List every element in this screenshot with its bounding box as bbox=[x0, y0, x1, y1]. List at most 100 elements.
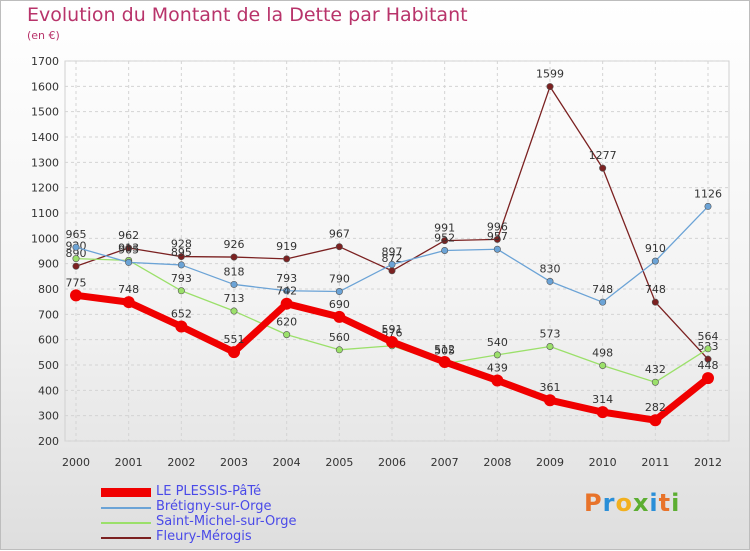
data-point bbox=[175, 320, 188, 333]
data-point bbox=[599, 164, 607, 172]
data-label: 793 bbox=[171, 272, 192, 285]
data-point bbox=[283, 255, 291, 263]
data-point bbox=[70, 289, 82, 302]
y-tick-label: 1500 bbox=[31, 106, 59, 119]
data-label: 748 bbox=[118, 283, 139, 296]
data-label: 991 bbox=[434, 222, 455, 235]
x-tick-label: 2000 bbox=[62, 456, 90, 469]
data-label: 962 bbox=[118, 229, 139, 242]
y-tick-label: 1400 bbox=[31, 131, 59, 144]
data-label: 952 bbox=[434, 231, 455, 244]
data-point bbox=[491, 374, 504, 387]
data-point bbox=[72, 255, 80, 263]
legend-label: Saint-Michel-sur-Orge bbox=[156, 514, 297, 529]
x-tick-label: 2001 bbox=[115, 456, 143, 469]
data-label: 498 bbox=[592, 347, 613, 360]
data-label: 957 bbox=[487, 230, 508, 243]
y-tick-label: 600 bbox=[38, 334, 59, 347]
data-point bbox=[122, 296, 135, 309]
data-point bbox=[386, 335, 398, 348]
data-label: 775 bbox=[66, 276, 87, 289]
data-label: 713 bbox=[224, 292, 245, 305]
data-label: 439 bbox=[487, 361, 508, 374]
x-tick-label: 2012 bbox=[694, 456, 722, 469]
data-point bbox=[596, 406, 609, 419]
logo-letter: i bbox=[649, 489, 659, 517]
data-point bbox=[72, 262, 80, 270]
data-label: 926 bbox=[224, 238, 245, 251]
legend-swatch bbox=[101, 488, 151, 497]
data-point bbox=[228, 346, 240, 359]
data-label: 652 bbox=[171, 307, 192, 320]
data-label: 591 bbox=[382, 323, 403, 336]
data-label: 928 bbox=[171, 238, 192, 251]
chart-unit-label: (en €) bbox=[27, 29, 60, 42]
data-point bbox=[649, 414, 662, 427]
data-point bbox=[438, 355, 451, 368]
logo-letter: P bbox=[584, 489, 603, 517]
data-point bbox=[704, 345, 712, 353]
data-label: 872 bbox=[382, 252, 403, 265]
data-label: 830 bbox=[540, 262, 561, 275]
data-point bbox=[704, 355, 712, 363]
y-tick-label: 1300 bbox=[31, 156, 59, 169]
legend-label: Brétigny-sur-Orge bbox=[156, 499, 272, 514]
data-label: 432 bbox=[645, 363, 666, 376]
data-label: 551 bbox=[224, 333, 245, 346]
data-label: 793 bbox=[276, 272, 297, 285]
y-tick-label: 300 bbox=[38, 410, 59, 423]
data-point bbox=[651, 378, 659, 386]
x-tick-label: 2009 bbox=[536, 456, 564, 469]
data-point bbox=[388, 267, 396, 275]
data-point bbox=[335, 346, 343, 354]
data-label: 620 bbox=[276, 316, 297, 329]
x-tick-label: 2004 bbox=[273, 456, 301, 469]
y-tick-label: 500 bbox=[38, 359, 59, 372]
data-point bbox=[230, 280, 238, 288]
data-point bbox=[544, 394, 556, 407]
data-point bbox=[599, 362, 607, 370]
y-tick-label: 700 bbox=[38, 308, 59, 321]
x-tick-label: 2011 bbox=[641, 456, 669, 469]
data-point bbox=[125, 244, 133, 252]
data-point bbox=[599, 298, 607, 306]
data-point bbox=[493, 245, 501, 253]
data-point bbox=[651, 257, 659, 265]
data-label: 314 bbox=[592, 393, 613, 406]
logo-letter: i bbox=[671, 489, 681, 517]
y-tick-label: 1000 bbox=[31, 232, 59, 245]
x-tick-label: 2007 bbox=[431, 456, 459, 469]
data-point bbox=[546, 83, 554, 91]
y-tick-label: 800 bbox=[38, 283, 59, 296]
data-label: 282 bbox=[645, 401, 666, 414]
data-point bbox=[704, 202, 712, 210]
y-tick-label: 1200 bbox=[31, 182, 59, 195]
y-tick-label: 200 bbox=[38, 435, 59, 448]
data-point bbox=[702, 372, 714, 385]
data-point bbox=[335, 288, 343, 296]
data-point bbox=[230, 253, 238, 261]
data-point bbox=[441, 237, 449, 245]
chart-title: Evolution du Montant de la Dette par Hab… bbox=[27, 4, 468, 26]
data-point bbox=[546, 343, 554, 351]
data-label: 564 bbox=[698, 330, 719, 343]
y-tick-label: 900 bbox=[38, 258, 59, 271]
data-point bbox=[335, 243, 343, 251]
data-label: 690 bbox=[329, 298, 350, 311]
legend-label: LE PLESSIS-PâTé bbox=[156, 484, 262, 499]
y-tick-label: 400 bbox=[38, 384, 59, 397]
data-label: 540 bbox=[487, 336, 508, 349]
data-point bbox=[493, 351, 501, 359]
x-tick-label: 2010 bbox=[589, 456, 617, 469]
data-label: 890 bbox=[66, 247, 87, 260]
logo-letter: o bbox=[615, 489, 633, 517]
data-label: 512 bbox=[434, 343, 455, 356]
x-tick-label: 2006 bbox=[378, 456, 406, 469]
y-tick-label: 1100 bbox=[31, 207, 59, 220]
data-point bbox=[388, 260, 396, 268]
data-point bbox=[546, 277, 554, 285]
logo-letter: x bbox=[632, 489, 650, 517]
data-point bbox=[125, 258, 133, 266]
y-tick-label: 1600 bbox=[31, 80, 59, 93]
